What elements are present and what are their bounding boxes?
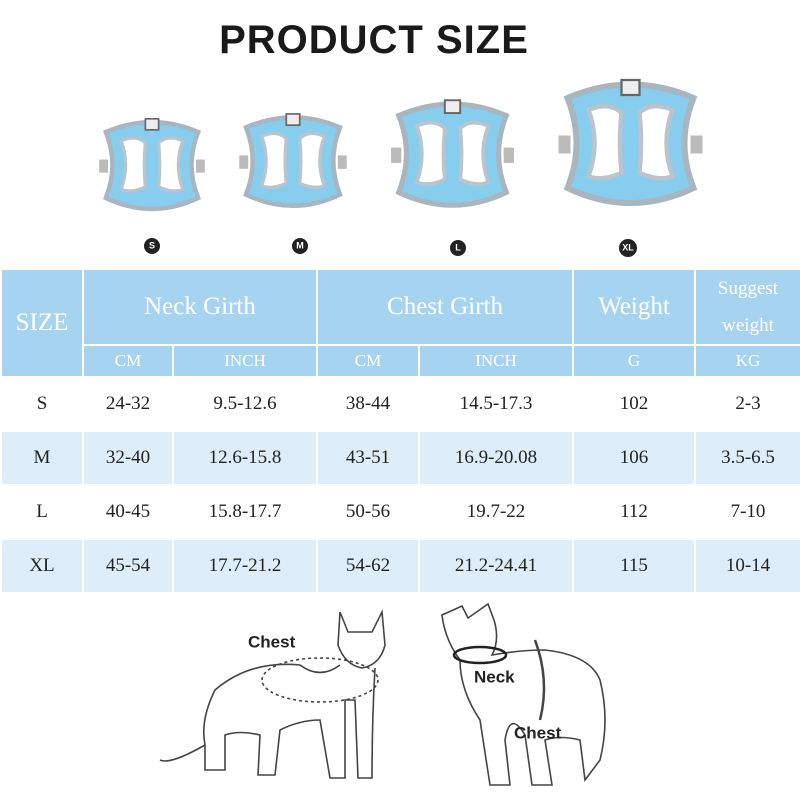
size-badge	[450, 240, 466, 256]
harness-image	[559, 80, 703, 203]
data-cell: 10-14	[694, 538, 800, 594]
diagram-label: Neck	[474, 667, 515, 686]
unit-cell: G	[572, 344, 696, 378]
harness-image	[239, 114, 347, 206]
header-cell: Weight	[572, 268, 696, 346]
size-badge	[292, 238, 308, 254]
data-cell: 19.7-22	[418, 484, 574, 540]
size-label: XL	[622, 242, 634, 252]
size-badge	[144, 238, 160, 254]
data-cell: XL	[0, 538, 84, 594]
diagram-label: Chest	[248, 632, 296, 651]
data-cell: L	[0, 484, 84, 540]
data-cell: 12.6-15.8	[172, 430, 318, 486]
header-row: SIZE Neck Girth Chest Girth Weight Sugge…	[0, 268, 800, 378]
data-cell: 32-40	[82, 430, 174, 486]
header-cell: Chest Girth	[316, 268, 574, 346]
data-cell: 38-44	[316, 376, 420, 432]
data-cell: 21.2-24.41	[418, 538, 574, 594]
unit-cell: CM	[82, 344, 174, 378]
data-row: L 40-45 15.8-17.7 50-56 19.7-22 112 7-10	[0, 484, 800, 540]
diagram-label: Chest	[514, 723, 562, 742]
data-cell: 102	[572, 376, 696, 432]
data-cell: 17.7-21.2	[172, 538, 318, 594]
unit-cell: INCH	[418, 344, 574, 378]
data-cell: 40-45	[82, 484, 174, 540]
size-label: L	[455, 242, 461, 252]
data-cell: 14.5-17.3	[418, 376, 574, 432]
size-label: S	[149, 240, 155, 250]
data-cell: 7-10	[694, 484, 800, 540]
data-cell: 24-32	[82, 376, 174, 432]
header-cell: Neck Girth	[82, 268, 318, 346]
data-cell: 50-56	[316, 484, 420, 540]
header-cell: Suggest weight	[694, 268, 800, 346]
data-cell: 3.5-6.5	[694, 430, 800, 486]
data-row: M 32-40 12.6-15.8 43-51 16.9-20.08 106 3.5-6.5	[0, 430, 800, 486]
unit-cell: CM	[316, 344, 420, 378]
data-cell: S	[0, 376, 84, 432]
data-cell: 43-51	[316, 430, 420, 486]
harness-image	[391, 100, 514, 205]
cat-drawing	[159, 609, 386, 779]
data-cell: M	[0, 430, 84, 486]
title: PRODUCT SIZE	[219, 18, 529, 62]
data-cell: 9.5-12.6	[172, 376, 318, 432]
data-row: XL 45-54 17.7-21.2 54-62 21.2-24.41 115 10-14	[0, 538, 800, 594]
data-cell: 15.8-17.7	[172, 484, 318, 540]
size-table: SIZE Neck Girth Chest Girth Weight Sugge…	[0, 268, 800, 594]
data-cell: 115	[572, 538, 696, 594]
data-cell: 106	[572, 430, 696, 486]
unit-cell: KG	[694, 344, 800, 378]
unit-cell: INCH	[172, 344, 318, 378]
size-label: M	[296, 240, 304, 250]
data-cell: 2-3	[694, 376, 800, 432]
data-cell: 112	[572, 484, 696, 540]
size-badge	[619, 239, 637, 257]
data-cell: 54-62	[316, 538, 420, 594]
header-cell: SIZE	[0, 268, 84, 378]
data-row: S 24-32 9.5-12.6 38-44 14.5-17.3 102 2-3	[0, 376, 800, 432]
dog-drawing	[441, 602, 606, 786]
harness-image	[99, 119, 205, 209]
data-cell: 45-54	[82, 538, 174, 594]
data-cell: 16.9-20.08	[418, 430, 574, 486]
unit-row: CM INCH CM INCH G KG	[1, 344, 800, 378]
